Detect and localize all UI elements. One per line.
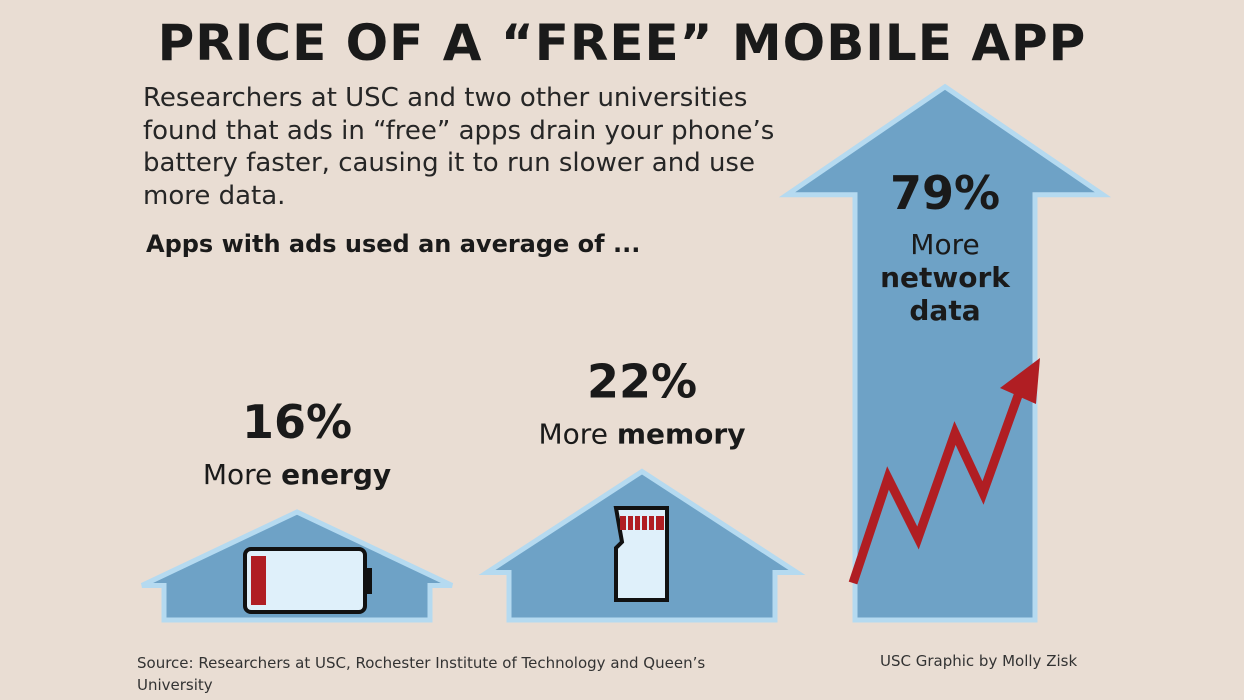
subtitle: Researchers at USC and two other univers…: [143, 83, 775, 211]
category-prefix: More: [910, 228, 979, 261]
value-label: 79%: [890, 166, 1000, 220]
value-label: 22%: [587, 355, 697, 409]
category-prefix: More: [203, 458, 272, 491]
memory-card-icon: [613, 506, 669, 602]
category-name: memory: [617, 418, 746, 451]
annotation: Apps with ads used an average of ...: [146, 230, 641, 258]
credit: USC Graphic by Molly Zisk: [880, 652, 1078, 670]
category-label: network data: [880, 261, 1011, 327]
category-name: energy: [281, 458, 391, 491]
category-prefix: More: [539, 418, 608, 451]
title: PRICE OF A “FREE” MOBILE APP: [157, 14, 1087, 72]
arrow: [778, 83, 1112, 623]
category-label: More energy: [203, 458, 391, 491]
value-label: 16%: [242, 395, 352, 449]
battery-icon: [243, 547, 372, 614]
category-label: More memory: [539, 418, 746, 451]
trend-icon: [848, 358, 1040, 585]
source: Source: Researchers at USC, Rochester In…: [137, 654, 706, 694]
